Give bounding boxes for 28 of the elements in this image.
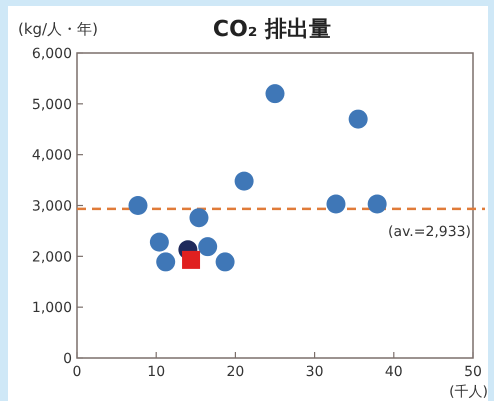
y-tick-label: 0 bbox=[63, 351, 72, 367]
y-tick-label: 6,000 bbox=[32, 46, 72, 62]
point bbox=[198, 237, 218, 256]
chart-title: CO₂ 排出量 bbox=[212, 17, 332, 42]
point bbox=[156, 252, 176, 272]
point bbox=[128, 196, 148, 215]
ref-line-label: (av.=2,933) bbox=[388, 224, 471, 240]
y-axis-title: (kg/人・年) bbox=[18, 20, 98, 38]
point bbox=[234, 172, 254, 191]
point bbox=[182, 250, 200, 269]
point bbox=[326, 194, 346, 214]
x-tick-label: 10 bbox=[147, 364, 166, 380]
point bbox=[216, 252, 235, 272]
x-tick-label: 30 bbox=[306, 364, 324, 380]
point bbox=[150, 232, 169, 252]
point bbox=[266, 84, 284, 104]
y-tick-label: 3,000 bbox=[32, 198, 72, 214]
point bbox=[368, 194, 387, 214]
x-tick-label: 20 bbox=[226, 364, 244, 380]
point bbox=[189, 208, 208, 228]
y-tick-label: 5,000 bbox=[32, 96, 72, 113]
y-tick-label: 2,000 bbox=[32, 249, 72, 266]
point bbox=[348, 110, 368, 129]
x-axis-title: (千人) bbox=[449, 384, 488, 400]
x-tick-label: 50 bbox=[464, 364, 482, 380]
y-tick-label: 1,000 bbox=[32, 300, 72, 316]
y-tick-label: 4,000 bbox=[32, 148, 72, 164]
x-tick-label: 40 bbox=[384, 364, 403, 380]
